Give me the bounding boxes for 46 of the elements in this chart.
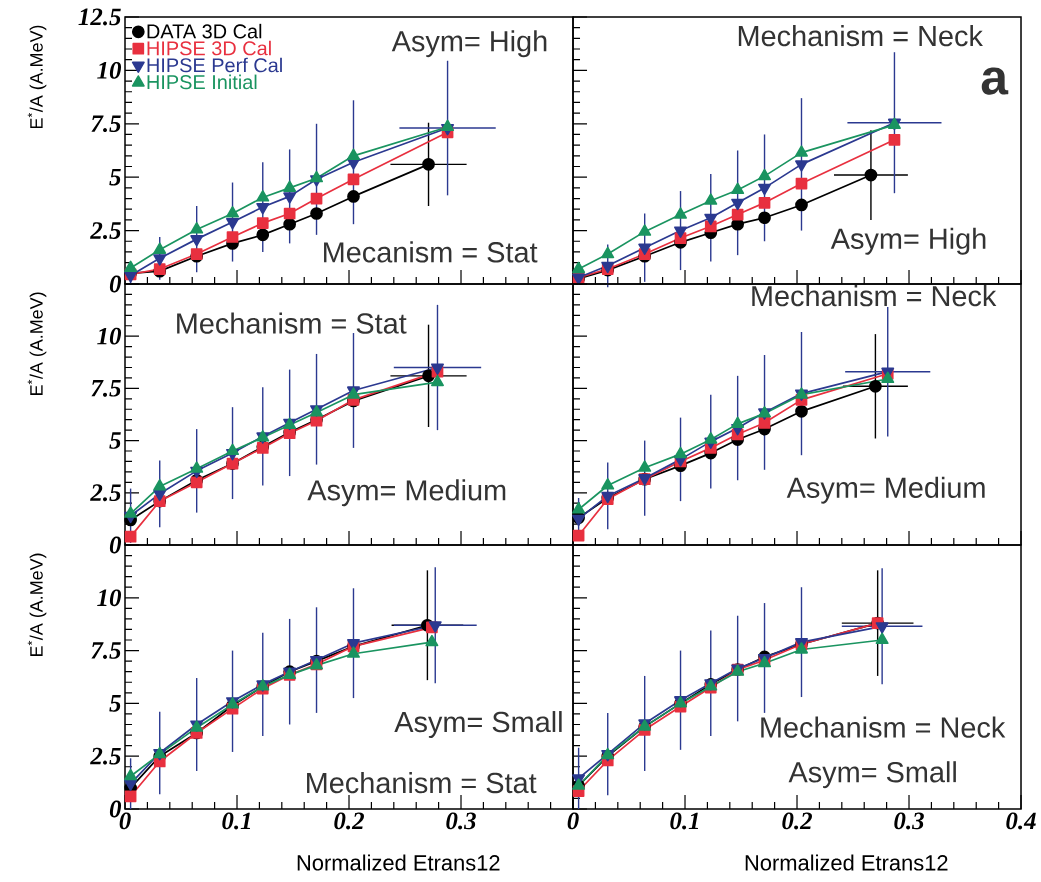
annotation: Mechanism = Neck bbox=[738, 25, 983, 47]
y-tick-label: 10 bbox=[97, 327, 122, 345]
legend-label: DATA 3D Cal bbox=[147, 23, 262, 39]
y-tick-label: 0 bbox=[109, 536, 122, 554]
y-tick-label: 2.5 bbox=[90, 747, 121, 765]
x-tick-label: 0.2 bbox=[782, 812, 812, 830]
y-axis-title: E$^{*}$/A (A.MeV) bbox=[27, 553, 47, 657]
y-tick-label: 5 bbox=[109, 695, 121, 712]
y-axis-title: E$^{*}$/A (A.MeV) bbox=[27, 292, 47, 395]
y-tick-label: 12.5 bbox=[78, 8, 121, 26]
annotation: Asym= Small bbox=[394, 711, 562, 738]
legend-label: HIPSE Perf Cal bbox=[147, 57, 282, 73]
y-tick-label: 7.5 bbox=[91, 642, 121, 659]
annotation: Mechanism = Stat bbox=[307, 771, 537, 794]
y-tick-label: 2.5 bbox=[90, 484, 121, 502]
annotation: Asym= High bbox=[830, 227, 986, 255]
x-tick-label: 0.3 bbox=[894, 812, 924, 830]
x-tick-label: 0.1 bbox=[670, 812, 699, 830]
legend-label: HIPSE 3D Cal bbox=[147, 40, 271, 56]
y-tick-label: 2.5 bbox=[90, 222, 121, 240]
y-tick-label: 0 bbox=[109, 275, 122, 293]
annotation: Mechanism = Neck bbox=[752, 285, 997, 307]
x-axis-title: Normalized Etrans12 bbox=[745, 854, 948, 871]
legend-label: HIPSE Initial bbox=[147, 74, 257, 90]
y-tick-label: 5 bbox=[109, 432, 121, 449]
y-tick-label: 7.5 bbox=[91, 380, 121, 397]
annotation: Asym= Medium bbox=[307, 479, 506, 507]
y-tick-label: 5 bbox=[109, 168, 121, 186]
y-tick-label: 10 bbox=[97, 61, 122, 79]
y-tick-label: 0 bbox=[109, 800, 122, 818]
x-axis-title: Normalized Etrans12 bbox=[297, 854, 500, 871]
x-tick-label: 0.4 bbox=[1006, 812, 1036, 830]
x-tick-label: 0.2 bbox=[334, 812, 364, 830]
x-tick-label: 0.3 bbox=[446, 812, 476, 830]
annotation: Mechanism = Neck bbox=[761, 716, 1006, 738]
x-tick-label: 0.1 bbox=[222, 812, 251, 830]
annotation: Mechanism = Stat bbox=[177, 312, 407, 334]
annotation: Asym= Medium bbox=[786, 476, 985, 504]
x-tick-label: 0 bbox=[567, 812, 579, 830]
annotation: Mecanism = Stat bbox=[324, 241, 538, 263]
annotation: Asym= Small bbox=[788, 761, 956, 789]
y-tick-label: 10 bbox=[97, 589, 122, 607]
y-tick-label: 7.5 bbox=[91, 115, 121, 133]
annotation: a bbox=[981, 67, 1009, 95]
annotation: Asym= High bbox=[391, 30, 547, 58]
y-axis-title: E$^{*}$/A (A.MeV) bbox=[27, 25, 47, 129]
